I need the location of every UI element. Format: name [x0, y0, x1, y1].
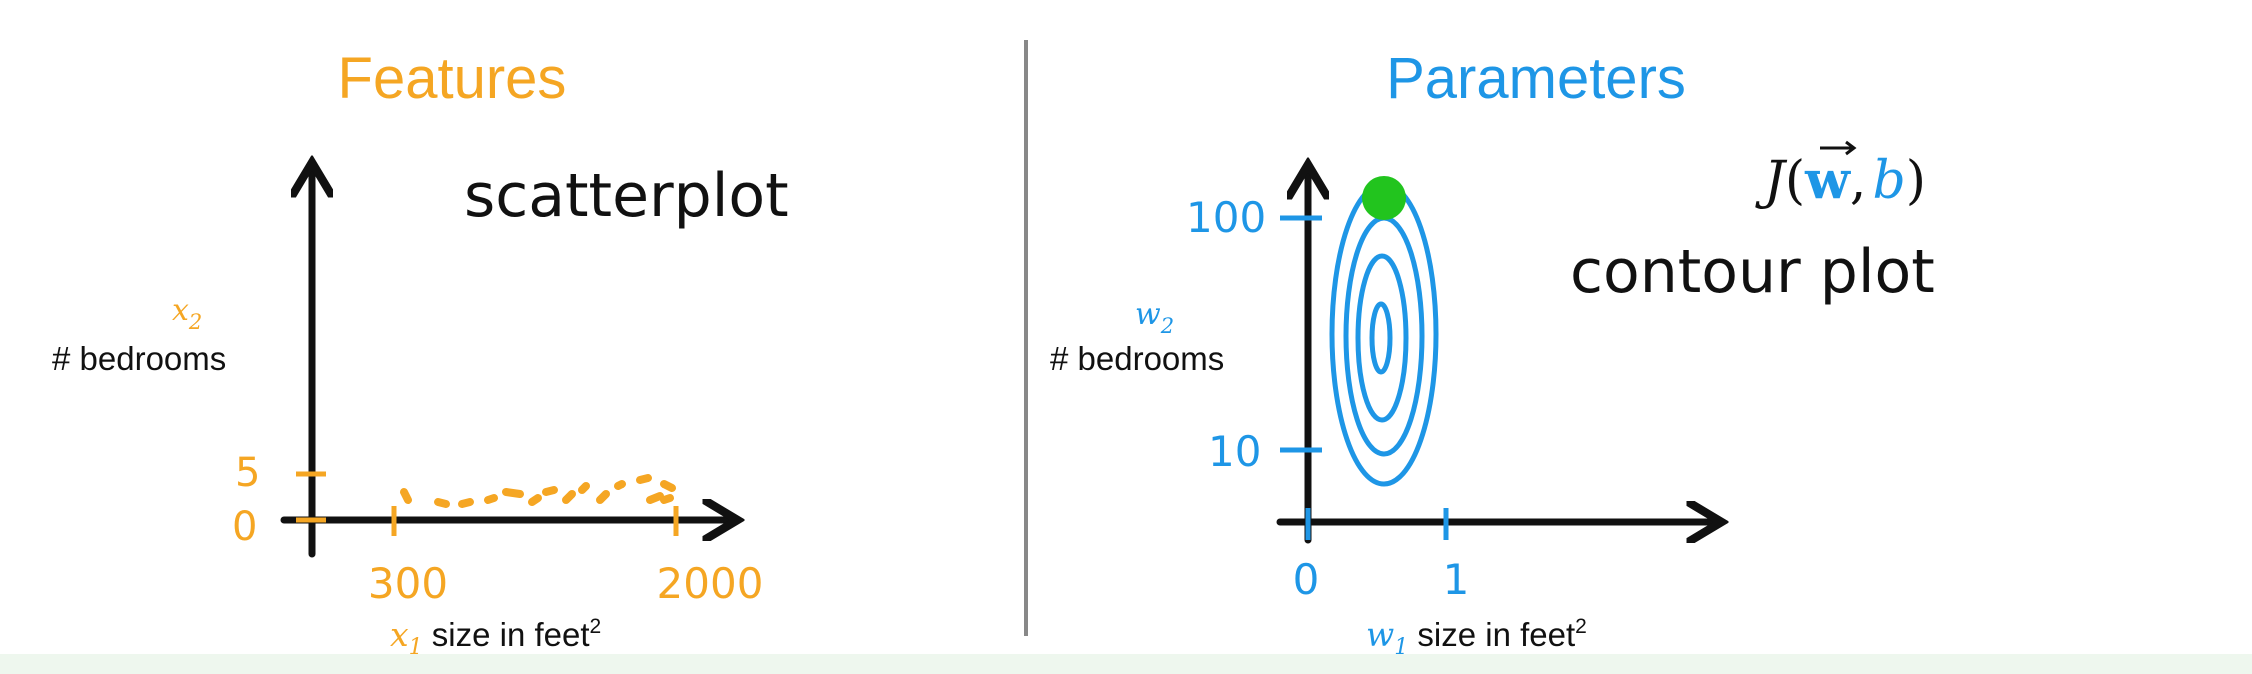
contour-ring-inner — [1369, 301, 1393, 375]
scatter-point — [458, 498, 474, 508]
cost-function-label: J(w, b) — [1755, 150, 1926, 211]
x-tick-300-label: 300 — [368, 559, 448, 608]
scatter-point — [578, 482, 590, 494]
scatter-point — [660, 480, 676, 492]
contour-ring-3 — [1355, 253, 1409, 423]
scatter-point — [660, 494, 674, 504]
parameters-panel: Parameters J(w, b) contour plot w2 # bedr… — [1050, 46, 1935, 660]
y-tick-100-label: 100 — [1186, 193, 1266, 242]
scatterplot-caption: scatterplot — [464, 161, 789, 231]
scatter-point — [646, 492, 664, 504]
contour-ellipses — [1329, 181, 1439, 487]
vector-arrow-icon — [1820, 140, 1857, 156]
scatter-points — [400, 474, 676, 508]
parameters-title: Parameters — [1386, 46, 1686, 111]
parameters-x-label: w1 size in feet2 — [1366, 615, 1587, 660]
features-panel: Features scatterplot x2 # bedrooms 5 0 3… — [52, 46, 789, 660]
x-tick-2000-label: 2000 — [657, 559, 764, 608]
parameters-y-label: # bedrooms — [1050, 340, 1224, 377]
scatter-point — [614, 480, 626, 490]
contour-plot-caption: contour plot — [1570, 237, 1935, 307]
scatter-point — [502, 488, 524, 498]
scatter-point — [562, 490, 576, 504]
x2-variable: x2 — [172, 293, 202, 334]
scatter-point — [636, 474, 652, 484]
scatter-point — [528, 494, 542, 506]
scatter-point — [400, 488, 412, 504]
features-y-label: # bedrooms — [52, 340, 226, 377]
scatter-point — [484, 494, 498, 504]
x-tick-0-label: 0 — [1293, 555, 1320, 604]
features-title: Features — [338, 46, 567, 111]
scatter-point — [542, 486, 558, 496]
scatter-point — [434, 498, 450, 508]
x-tick-1-label: 1 — [1443, 555, 1470, 604]
scatter-point — [596, 490, 610, 504]
y-tick-0-label: 0 — [232, 504, 257, 550]
w2-variable: w2 — [1135, 297, 1174, 338]
parameter-point-dot — [1362, 176, 1406, 220]
footer-band — [0, 654, 2252, 674]
y-tick-10-label: 10 — [1208, 427, 1261, 476]
y-tick-5-label: 5 — [235, 450, 260, 496]
features-x-label: x1 size in feet2 — [390, 615, 601, 660]
